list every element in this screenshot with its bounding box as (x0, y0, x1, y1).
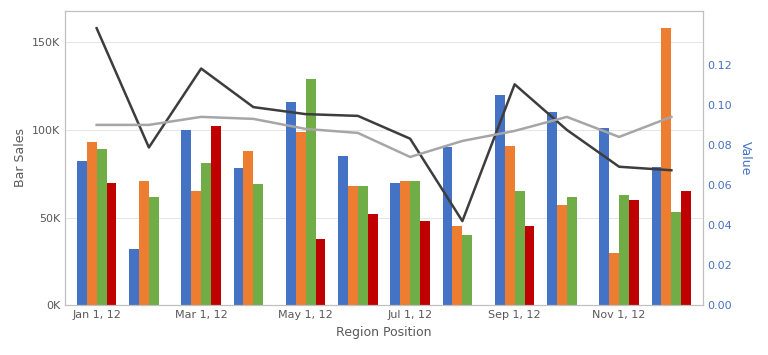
Bar (368, 214, 378, 305)
Bar (629, 200, 639, 305)
Bar (452, 226, 462, 305)
Bar (358, 186, 368, 305)
Bar (87, 142, 97, 305)
Bar (505, 146, 515, 305)
Bar (599, 128, 609, 305)
Bar (306, 79, 316, 305)
Bar (181, 130, 191, 305)
Bar (525, 226, 535, 305)
Bar (316, 239, 326, 305)
X-axis label: Region Position: Region Position (336, 326, 432, 339)
Bar (681, 191, 691, 305)
Bar (557, 205, 567, 305)
Bar (286, 102, 296, 305)
Bar (107, 182, 117, 305)
Bar (609, 253, 619, 305)
Bar (420, 221, 430, 305)
Bar (651, 167, 661, 305)
Bar (661, 28, 671, 305)
Bar (338, 156, 348, 305)
Bar (191, 191, 201, 305)
Bar (296, 132, 306, 305)
Bar (400, 181, 410, 305)
Bar (77, 162, 87, 305)
Bar (671, 212, 681, 305)
Bar (390, 182, 400, 305)
Bar (462, 235, 472, 305)
Bar (97, 149, 107, 305)
Bar (201, 163, 211, 305)
Bar (233, 169, 243, 305)
Bar (619, 195, 629, 305)
Bar (442, 147, 452, 305)
Bar (211, 126, 221, 305)
Bar (547, 113, 557, 305)
Bar (348, 186, 358, 305)
Bar (495, 95, 505, 305)
Bar (149, 197, 159, 305)
Bar (410, 181, 420, 305)
Bar (139, 181, 149, 305)
Y-axis label: Bar Sales: Bar Sales (14, 129, 27, 187)
Bar (129, 249, 139, 305)
Y-axis label: Value: Value (739, 141, 752, 175)
Bar (253, 184, 263, 305)
Bar (515, 191, 525, 305)
Bar (567, 197, 577, 305)
Bar (243, 151, 253, 305)
